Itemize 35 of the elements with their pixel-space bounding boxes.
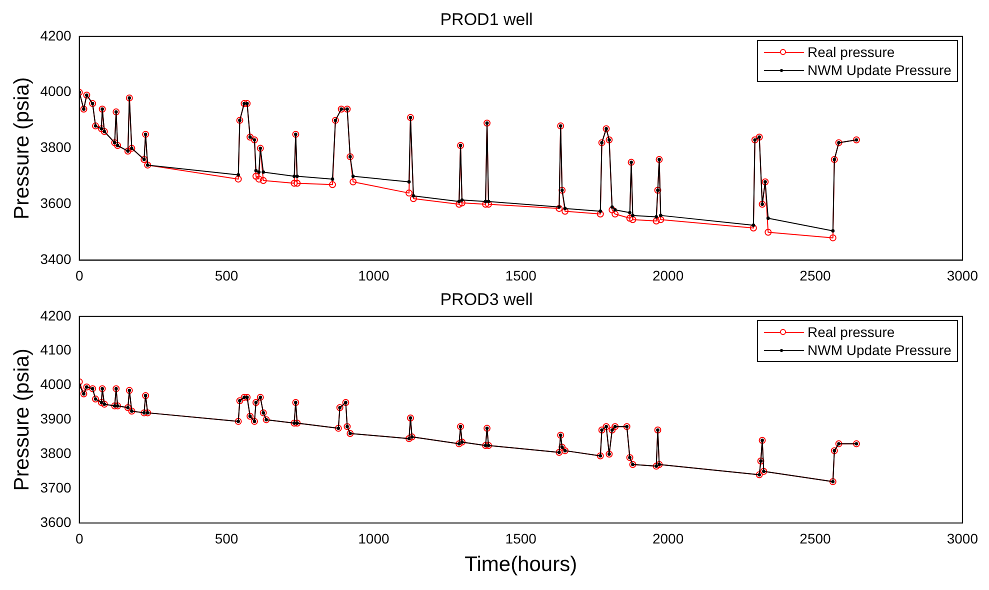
legend-label: Real pressure bbox=[808, 323, 895, 342]
x-tick-label: 3000 bbox=[946, 530, 978, 546]
x-tick-label: 2000 bbox=[652, 530, 684, 546]
x-tick-label: 2500 bbox=[800, 267, 832, 284]
y-tick-label: 3900 bbox=[40, 410, 72, 427]
x-tick-label: 500 bbox=[214, 267, 238, 284]
legend-label: NWM Update Pressure bbox=[808, 341, 952, 360]
y-tick-label: 4200 bbox=[40, 27, 72, 44]
x-tick-label: 500 bbox=[214, 530, 238, 546]
x-tick-label: 0 bbox=[75, 267, 84, 284]
y-tick-label: 4000 bbox=[40, 376, 72, 392]
y-tick-label: 3700 bbox=[40, 479, 72, 496]
y-tick-label: 4000 bbox=[40, 83, 72, 100]
legend-label: NWM Update Pressure bbox=[808, 61, 952, 80]
x-axis-title: Time(hours) bbox=[464, 553, 578, 576]
chart-title: PROD1 well bbox=[440, 10, 533, 29]
x-tick-label: 2000 bbox=[652, 267, 684, 284]
x-tick-label: 2500 bbox=[800, 530, 832, 546]
y-axis-title: Pressure (psia) bbox=[10, 77, 34, 220]
y-tick-label: 4200 bbox=[40, 307, 72, 324]
legend-label: Real pressure bbox=[808, 43, 895, 62]
y-tick-label: 4100 bbox=[40, 342, 72, 358]
x-tick-label: 1500 bbox=[505, 530, 537, 546]
y-tick-label: 3800 bbox=[40, 139, 72, 156]
x-tick-label: 1000 bbox=[358, 530, 390, 546]
y-tick-label: 3400 bbox=[40, 251, 72, 268]
y-tick-label: 3600 bbox=[40, 514, 72, 530]
chart-title: PROD3 well bbox=[440, 290, 533, 309]
x-tick-label: 3000 bbox=[946, 267, 978, 284]
y-axis-title: Pressure (psia) bbox=[10, 348, 34, 491]
y-tick-label: 3600 bbox=[40, 195, 72, 212]
x-tick-label: 1000 bbox=[358, 267, 390, 284]
x-tick-label: 0 bbox=[75, 530, 84, 546]
y-tick-label: 3800 bbox=[40, 444, 72, 461]
x-tick-label: 1500 bbox=[505, 267, 537, 284]
